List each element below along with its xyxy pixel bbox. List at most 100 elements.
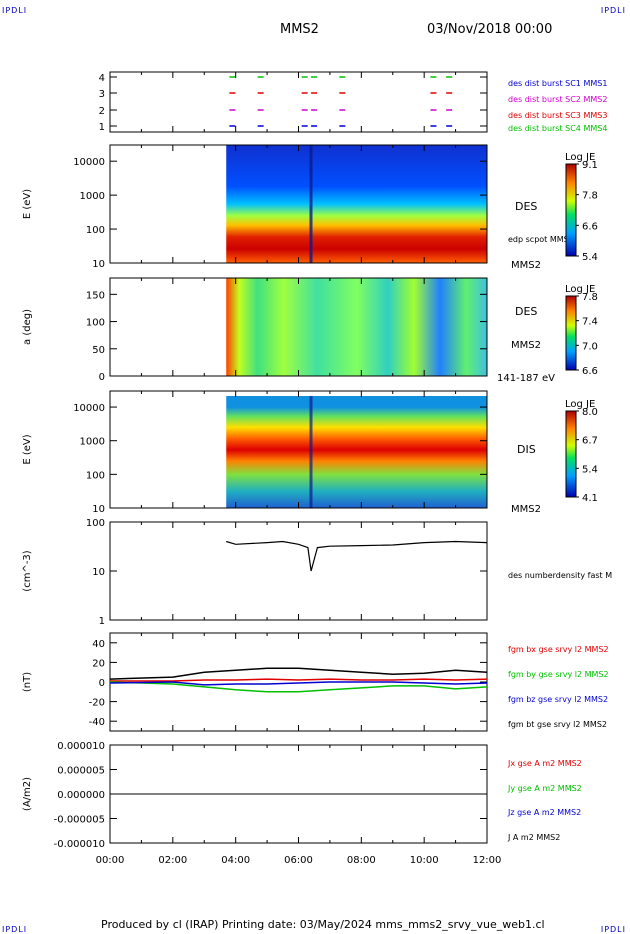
panel-frame — [109, 71, 488, 133]
pitch-colorbar-title: Log JE — [565, 284, 595, 295]
x-tick-label: 12:00 — [473, 855, 502, 866]
current-ylabel: (A/m2) — [22, 777, 33, 811]
y-tick-label: 10 — [92, 504, 105, 515]
pitch-colorbar-tick-label: 7.8 — [582, 292, 598, 303]
y-tick-label: 1 — [99, 616, 105, 627]
y-tick-label: 150 — [86, 290, 105, 301]
bfield-series-line — [109, 681, 488, 686]
des-energy-colorbar-tick-label: 9.1 — [582, 160, 598, 171]
pitch-colorbar — [565, 295, 577, 371]
y-tick-label: -40 — [89, 717, 105, 728]
burst-legend-entry: des dist burst SC4 MMS4 — [508, 124, 607, 133]
y-tick-label: 3 — [99, 89, 105, 100]
y-tick-label: 100 — [86, 470, 105, 481]
y-tick-label: 50 — [92, 345, 105, 356]
density-series-line — [226, 540, 488, 572]
des-energy-ylabel: E (eV) — [22, 189, 33, 219]
bfield-legend-entry: fgm bt gse srvy l2 MMS2 — [508, 720, 607, 729]
y-tick-label: 10 — [92, 567, 105, 578]
x-tick-label: 08:00 — [347, 855, 376, 866]
bfield-legend-entry: fgm bx gse srvy l2 MMS2 — [508, 645, 609, 654]
y-tick-label: 1000 — [80, 437, 105, 448]
y-tick-label: 4 — [99, 73, 105, 84]
des-energy-colorbar-tick-label: 7.8 — [582, 191, 598, 202]
y-tick-label: 10 — [92, 259, 105, 270]
pitch-colorbar-tick-label: 7.0 — [582, 341, 598, 352]
pitch-angle-ylabel: a (deg) — [22, 309, 33, 345]
bfield-series-line — [110, 678, 488, 682]
scpot-label: edp scpot MMS2 — [508, 235, 574, 244]
spacecraft-title: MMS2 — [280, 22, 319, 37]
x-tick-label: 06:00 — [284, 855, 313, 866]
des-energy-colorbar-tick-label: 5.4 — [582, 252, 598, 263]
y-tick-label: 0.000005 — [57, 766, 105, 777]
des-energy-colorbar-tick-label: 6.6 — [582, 221, 598, 232]
x-tick-label: 02:00 — [158, 855, 187, 866]
y-tick-label: 20 — [92, 658, 105, 669]
dis-colorbar — [565, 410, 577, 498]
y-tick-label: 0.000000 — [57, 790, 105, 801]
dis-sc-label: MMS2 — [511, 504, 541, 515]
pitch-des-label: DES — [515, 305, 537, 318]
spectrogram-streak — [309, 145, 313, 263]
dis-colorbar-tick-label: 4.1 — [582, 493, 598, 504]
y-tick-label: 0.000010 — [57, 741, 105, 752]
burst-legend-entry: des dist burst SC1 MMS1 — [508, 79, 607, 88]
y-tick-label: -0.000010 — [54, 839, 105, 850]
pitch-colorbar-tick-label: 7.4 — [582, 317, 598, 328]
y-tick-label: 1000 — [80, 191, 105, 202]
current-legend-entry: J A m2 MMS2 — [507, 833, 560, 842]
density-ylabel: (cm^-3) — [22, 550, 33, 591]
des-energy-colorbar-title: Log JE — [565, 152, 595, 163]
y-tick-label: 100 — [86, 318, 105, 329]
dis-energy-ylabel: E (eV) — [22, 434, 33, 464]
bfield-series-line — [109, 667, 488, 680]
spectrogram-streak — [309, 396, 313, 508]
dis-label: DIS — [517, 443, 536, 456]
density-legend-entry: des numberdensity fast M — [508, 571, 612, 580]
datetime-title: 03/Nov/2018 00:00 — [427, 22, 553, 37]
y-tick-label: 100 — [86, 225, 105, 236]
corner-label-top-left: IPDLI — [2, 6, 28, 15]
des-energy-spectrogram — [226, 145, 487, 263]
des-sc-label: MMS2 — [511, 260, 541, 271]
corner-label-bottom-right: IPDLI — [600, 925, 626, 934]
dis-energy-spectrogram — [226, 396, 487, 508]
y-tick-label: 10000 — [73, 403, 105, 414]
y-tick-label: 1 — [99, 122, 105, 133]
summary-plot: 4 3 2 1 des dist burst SC1 MMS1 des dist burs… — [22, 71, 612, 866]
bfield-legend-entry: fgm by gse srvy l2 MMS2 — [508, 670, 609, 679]
pitch-sc-label: MMS2 — [511, 340, 541, 351]
current-legend-entry: Jx gse A m2 MMS2 — [507, 759, 582, 768]
y-tick-label: -0.000005 — [54, 815, 105, 826]
dis-colorbar-title: Log JE — [565, 399, 595, 410]
burst-legend-entry: des dist burst SC3 MMS3 — [508, 111, 607, 120]
footer-credit: Produced by cl (IRAP) Printing date: 03/… — [101, 918, 545, 931]
y-tick-label: 40 — [92, 639, 105, 650]
dis-colorbar-tick-label: 6.7 — [582, 436, 598, 447]
x-tick-label: 00:00 — [96, 855, 125, 866]
y-tick-label: -20 — [89, 698, 105, 709]
y-tick-label: 2 — [99, 106, 105, 117]
dis-colorbar-tick-label: 8.0 — [582, 407, 598, 418]
current-legend-entry: Jz gse A m2 MMS2 — [507, 808, 581, 817]
panel-frame — [109, 521, 488, 621]
dis-colorbar-tick-label: 5.4 — [582, 464, 598, 475]
pitch-energy-range-label: 141-187 eV — [497, 373, 555, 384]
x-tick-label: 10:00 — [410, 855, 439, 866]
current-legend-entry: Jy gse A m2 MMS2 — [507, 784, 582, 793]
y-tick-label: 10000 — [73, 157, 105, 168]
des-label: DES — [515, 200, 537, 213]
bfield-series-line — [109, 681, 488, 693]
des-pitch-spectrogram — [226, 278, 487, 376]
bfield-ylabel: (nT) — [22, 672, 33, 692]
bfield-legend-entry: fgm bz gse srvy l2 MMS2 — [508, 695, 608, 704]
pitch-colorbar-tick-label: 6.6 — [582, 366, 598, 377]
corner-label-top-right: IPDLI — [600, 6, 626, 15]
y-tick-label: 0 — [99, 372, 105, 383]
x-tick-label: 04:00 — [221, 855, 250, 866]
y-tick-label: 100 — [86, 518, 105, 529]
y-tick-label: 0 — [99, 678, 105, 689]
corner-label-bottom-left: IPDLI — [2, 925, 28, 934]
burst-legend-entry: des dist burst SC2 MMS2 — [508, 95, 607, 104]
